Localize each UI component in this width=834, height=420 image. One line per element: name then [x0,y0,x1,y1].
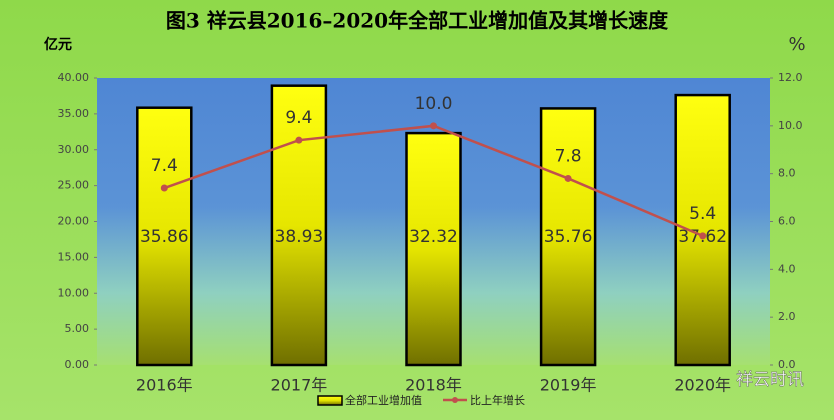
line-value-label: 10.0 [415,94,453,114]
y-tick-label: 20.00 [58,215,90,228]
bar-value-label: 35.76 [544,227,593,247]
y-tick-label: 30.00 [58,143,90,156]
y-tick-label: 15.00 [58,250,90,263]
line-marker [564,174,572,182]
x-tick-label: 2017年 [271,376,328,395]
legend-label: 比上年增长 [470,393,525,407]
bar-value-label: 35.86 [140,227,189,247]
y2-tick-label: 4.0 [778,262,796,275]
bar [136,106,193,367]
line-marker [295,136,303,144]
y2-tick-label: 12.0 [778,71,803,84]
y-tick-label: 5.00 [65,322,90,335]
chart-title: 图3 祥云县2016–2020年全部工业增加值及其增长速度 [166,9,669,33]
y-tick-label: 0.00 [65,358,90,371]
bar-value-label: 38.93 [275,227,324,247]
line-value-label: 7.8 [555,146,582,166]
y2-axis-label: % [788,34,805,55]
y2-tick-label: 10.0 [778,119,803,132]
y-tick-label: 35.00 [58,107,90,120]
y-tick-label: 10.00 [58,286,90,299]
line-value-label: 5.4 [689,204,716,224]
x-tick-label: 2016年 [136,376,193,395]
y-axis-label: 亿元 [44,36,72,53]
x-tick-label: 2019年 [540,376,597,395]
y-tick-label: 40.00 [58,71,90,84]
line-marker [160,184,168,192]
y2-tick-label: 2.0 [778,310,796,323]
x-tick-label: 2020年 [674,376,731,395]
bar [270,84,328,367]
line-marker [430,122,437,130]
bar [539,107,597,367]
y2-tick-label: 6.0 [778,215,796,228]
line-marker [699,232,707,240]
bar [405,131,462,367]
legend-marker [452,397,458,403]
legend-swatch [317,395,343,406]
bar [674,93,731,367]
y2-tick-label: 0.0 [778,358,796,371]
watermark: 祥云时讯 [736,370,804,390]
line-value-label: 9.4 [285,108,312,128]
line-value-label: 7.4 [151,156,178,176]
y-tick-label: 25.00 [58,179,90,192]
bar-value-label: 32.32 [409,227,458,247]
y2-tick-label: 8.0 [778,167,796,180]
x-tick-label: 2018年 [405,376,462,395]
legend-label: 全部工业增加值 [345,393,422,407]
